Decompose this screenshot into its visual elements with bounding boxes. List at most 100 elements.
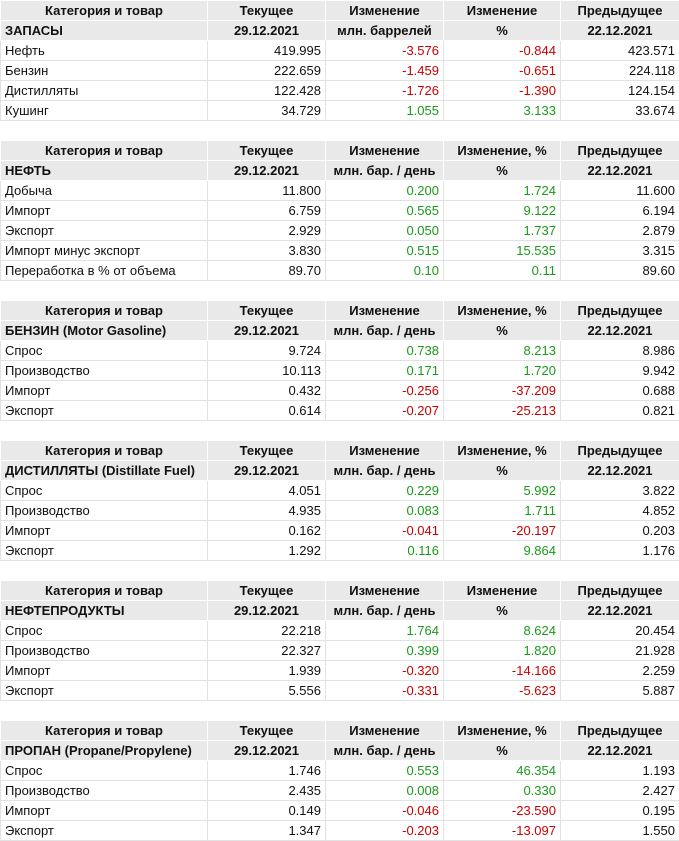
header-cell: Изменение <box>326 581 444 601</box>
subheader-cell: 22.12.2021 <box>561 161 679 181</box>
value-cell: -20.197 <box>444 521 561 541</box>
value-cell: 0.008 <box>326 781 444 801</box>
header-cell: Текущее <box>208 141 326 161</box>
subheader-cell: % <box>444 321 561 341</box>
value-cell: 21.928 <box>561 641 679 661</box>
header-cell: Предыдущее <box>561 581 679 601</box>
header-cell: Категория и товар <box>1 301 208 321</box>
section-title: НЕФТЬ <box>1 161 208 181</box>
value-cell: 9.864 <box>444 541 561 561</box>
value-cell: -0.844 <box>444 41 561 61</box>
value-cell: 1.720 <box>444 361 561 381</box>
row-label: Производство <box>1 641 208 661</box>
header-cell: Изменение <box>326 721 444 741</box>
row-label: Переработка в % от объема <box>1 261 208 281</box>
value-cell: 0.330 <box>444 781 561 801</box>
header-cell: Изменение <box>326 141 444 161</box>
subheader-cell: % <box>444 601 561 621</box>
value-cell: 0.203 <box>561 521 679 541</box>
value-cell: 22.327 <box>208 641 326 661</box>
row-label: Экспорт <box>1 221 208 241</box>
header-cell: Текущее <box>208 1 326 21</box>
value-cell: 6.759 <box>208 201 326 221</box>
value-cell: 0.149 <box>208 801 326 821</box>
value-cell: 1.939 <box>208 661 326 681</box>
value-cell: -0.651 <box>444 61 561 81</box>
value-cell: 10.113 <box>208 361 326 381</box>
value-cell: 5.887 <box>561 681 679 701</box>
subheader-cell: 22.12.2021 <box>561 601 679 621</box>
header-cell: Изменение <box>326 441 444 461</box>
subheader-cell: % <box>444 461 561 481</box>
value-cell: 0.432 <box>208 381 326 401</box>
value-cell: 5.992 <box>444 481 561 501</box>
subheader-cell: % <box>444 741 561 761</box>
row-label: Спрос <box>1 341 208 361</box>
row-label: Производство <box>1 361 208 381</box>
subheader-cell: 29.12.2021 <box>208 161 326 181</box>
subheader-cell: 22.12.2021 <box>561 321 679 341</box>
value-cell: 33.674 <box>561 101 679 121</box>
subheader-cell: % <box>444 21 561 41</box>
subheader-cell: млн. бар. / день <box>326 741 444 761</box>
subheader-cell: % <box>444 161 561 181</box>
header-cell: Категория и товар <box>1 1 208 21</box>
value-cell: 0.565 <box>326 201 444 221</box>
row-label: Экспорт <box>1 541 208 561</box>
value-cell: -0.046 <box>326 801 444 821</box>
value-cell: 0.399 <box>326 641 444 661</box>
value-cell: 11.600 <box>561 181 679 201</box>
value-cell: 0.050 <box>326 221 444 241</box>
value-cell: -0.256 <box>326 381 444 401</box>
row-label: Импорт <box>1 521 208 541</box>
value-cell: 8.213 <box>444 341 561 361</box>
header-cell: Изменение, % <box>444 141 561 161</box>
header-cell: Изменение, % <box>444 441 561 461</box>
header-cell: Изменение <box>326 301 444 321</box>
value-cell: 9.122 <box>444 201 561 221</box>
value-cell: 122.428 <box>208 81 326 101</box>
value-cell: 34.729 <box>208 101 326 121</box>
row-label: Спрос <box>1 761 208 781</box>
value-cell: 89.60 <box>561 261 679 281</box>
value-cell: 0.688 <box>561 381 679 401</box>
row-label: Спрос <box>1 621 208 641</box>
value-cell: 1.764 <box>326 621 444 641</box>
header-cell: Предыдущее <box>561 441 679 461</box>
row-label: Импорт <box>1 801 208 821</box>
header-cell: Изменение <box>326 1 444 21</box>
row-label: Экспорт <box>1 401 208 421</box>
value-cell: 0.171 <box>326 361 444 381</box>
value-cell: 6.194 <box>561 201 679 221</box>
subheader-cell: 29.12.2021 <box>208 741 326 761</box>
value-cell: 1.176 <box>561 541 679 561</box>
row-label: Производство <box>1 781 208 801</box>
value-cell: -23.590 <box>444 801 561 821</box>
header-cell: Изменение, % <box>444 301 561 321</box>
value-cell: -0.320 <box>326 661 444 681</box>
value-cell: 1.737 <box>444 221 561 241</box>
value-cell: 423.571 <box>561 41 679 61</box>
